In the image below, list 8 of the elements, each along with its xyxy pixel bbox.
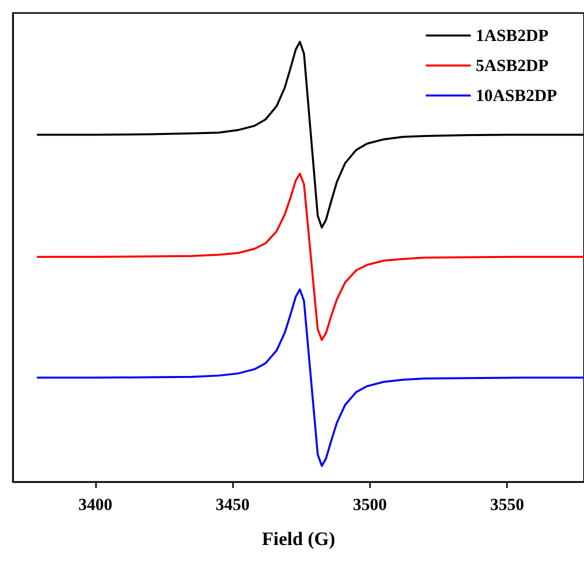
- x-tick-label: 3450: [216, 495, 250, 514]
- x-axis-title: Field (G): [262, 529, 336, 550]
- legend-label: 5ASB2DP: [476, 56, 549, 75]
- x-tick-label: 3550: [490, 495, 524, 514]
- legend-label: 1ASB2DP: [476, 26, 549, 45]
- x-tick-label: 3400: [78, 495, 112, 514]
- legend-label: 10ASB2DP: [476, 86, 558, 105]
- x-tick-label: 3500: [352, 495, 387, 514]
